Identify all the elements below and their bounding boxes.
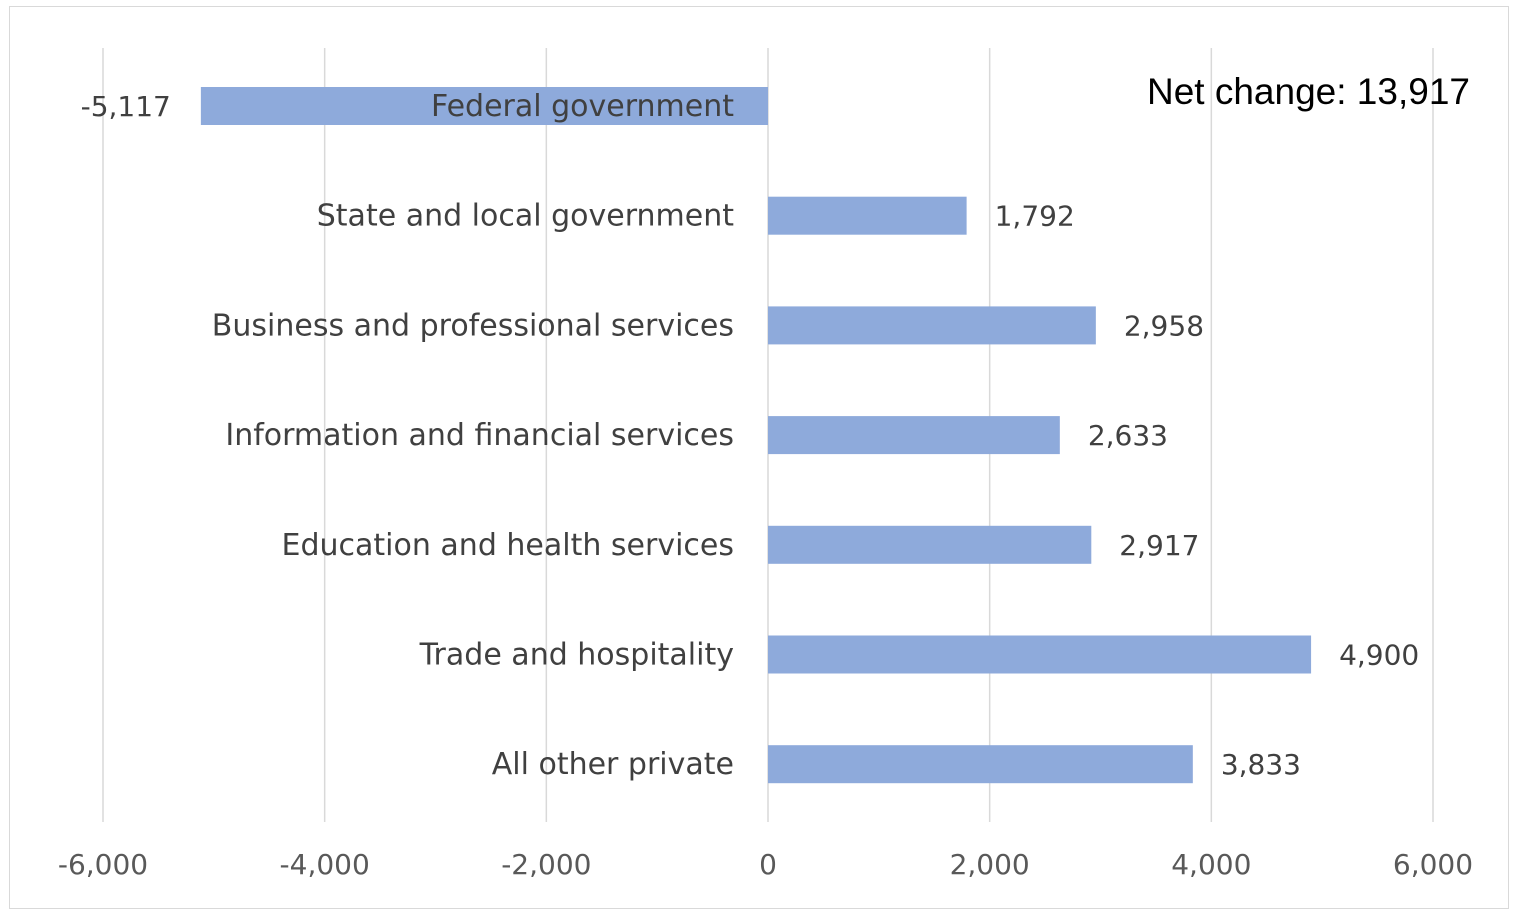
category-label: Education and health services [282,528,734,563]
x-tick-label: -2,000 [501,848,591,881]
x-axis-tick-labels: -6,000 -4,000 -2,000 0 2,000 4,000 6,000 [58,848,1473,881]
x-tick-label: 6,000 [1393,848,1473,881]
bar [768,526,1091,564]
bar [768,416,1060,454]
data-label: 2,917 [1119,529,1199,562]
category-label: Federal government [431,89,734,124]
x-tick-label: -6,000 [58,848,148,881]
category-label: State and local government [317,199,734,234]
x-tick-label: 0 [759,848,777,881]
data-label: 4,900 [1339,639,1419,672]
net-change-annotation: Net change: 13,917 [1147,71,1470,112]
category-label: Information and financial services [225,418,734,453]
data-label: 3,833 [1221,748,1301,781]
data-label: 2,633 [1088,419,1168,452]
x-tick-label: 4,000 [1171,848,1251,881]
category-label: All other private [492,747,734,782]
data-label: -5,117 [81,90,171,123]
data-label: 2,958 [1124,309,1204,342]
category-label: Business and professional services [212,308,734,343]
category-label: Trade and hospitality [419,638,734,673]
bar [768,197,967,235]
bar [768,745,1193,783]
bar [768,636,1311,674]
bar [768,306,1096,344]
x-tick-label: 2,000 [950,848,1030,881]
data-label: 1,792 [995,200,1075,233]
category-labels: Federal government State and local govern… [212,89,734,782]
x-tick-label: -4,000 [280,848,370,881]
